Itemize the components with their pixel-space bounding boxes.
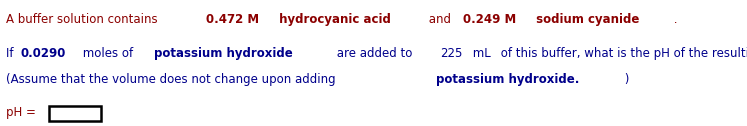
Text: .: .	[670, 13, 678, 26]
Text: 225: 225	[440, 47, 462, 60]
Text: pH =: pH =	[6, 106, 40, 119]
Text: are added to: are added to	[332, 47, 416, 60]
Text: sodium cyanide: sodium cyanide	[532, 13, 639, 26]
Text: 0.249 M: 0.249 M	[463, 13, 516, 26]
Text: and: and	[424, 13, 454, 26]
Text: If: If	[6, 47, 17, 60]
Text: mL: mL	[469, 47, 491, 60]
Text: potassium hydroxide: potassium hydroxide	[154, 47, 293, 60]
Text: of this buffer, what is the pH of the resulting solution ?: of this buffer, what is the pH of the re…	[497, 47, 747, 60]
Text: potassium hydroxide.: potassium hydroxide.	[436, 73, 580, 86]
Text: A buffer solution contains: A buffer solution contains	[6, 13, 161, 26]
Text: hydrocyanic acid: hydrocyanic acid	[275, 13, 391, 26]
Bar	[49, 106, 102, 121]
Text: 0.472 M: 0.472 M	[206, 13, 260, 26]
Text: 0.0290: 0.0290	[20, 47, 66, 60]
Text: moles of: moles of	[79, 47, 137, 60]
Text: ): )	[622, 73, 630, 86]
Text: (Assume that the volume does not change upon adding: (Assume that the volume does not change …	[6, 73, 339, 86]
